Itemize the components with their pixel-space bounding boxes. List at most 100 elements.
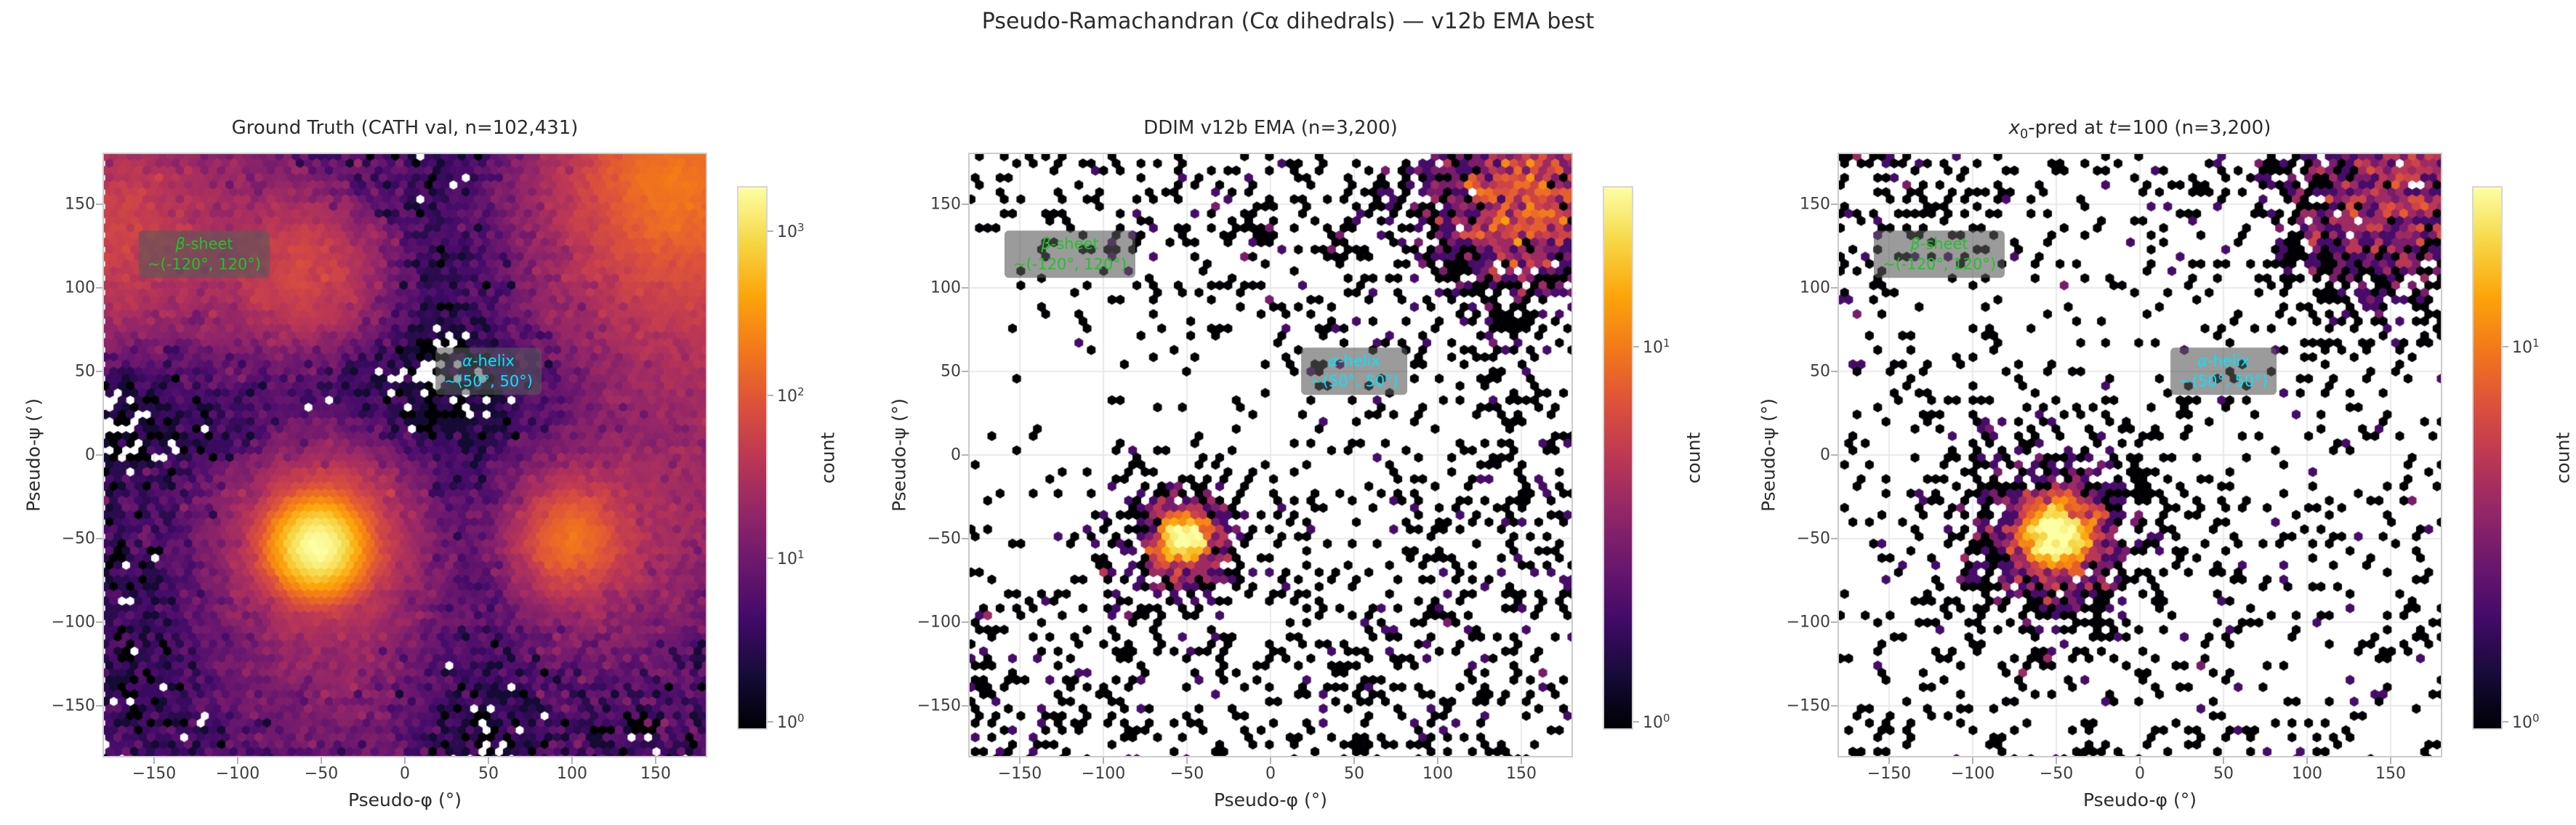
x-axis-label: Pseudo-φ (°)	[2083, 789, 2197, 810]
y-tick-mark	[962, 705, 968, 707]
figure-suptitle: Pseudo-Ramachandran (Cα dihedrals) — v12…	[981, 9, 1595, 34]
y-tick-label: −50	[1796, 529, 1830, 548]
colorbar-label: count	[2552, 432, 2574, 484]
x-tick-mark	[1019, 757, 1021, 764]
colorbar-tick-mark	[1633, 346, 1639, 348]
x-tick-label: −50	[2039, 765, 2074, 783]
x-tick-label: 100	[2292, 765, 2322, 783]
colorbar-tick-label: 100	[777, 711, 805, 733]
plot-title: x0-pred at t=100 (n=3,200)	[2008, 117, 2271, 142]
y-tick-label: 100	[1800, 278, 1830, 297]
colorbar-tick-label: 101	[1643, 337, 1670, 358]
x-tick-label: −100	[1950, 765, 1995, 783]
colorbar-tick-mark	[768, 721, 773, 723]
x-tick-label: −100	[215, 765, 260, 783]
y-tick-mark	[1831, 287, 1838, 289]
x-tick-label: −100	[1081, 765, 1126, 783]
x-tick-label: 0	[400, 765, 410, 783]
x-tick-mark	[1972, 757, 1973, 764]
y-tick-label: 0	[85, 446, 95, 464]
x-tick-mark	[1103, 757, 1104, 764]
y-tick-mark	[1831, 621, 1838, 623]
plot-title: Ground Truth (CATH val, n=102,431)	[231, 117, 579, 139]
x-tick-mark	[571, 757, 573, 764]
x-tick-mark	[1521, 757, 1522, 764]
y-tick-mark	[1831, 371, 1838, 372]
y-tick-label: 50	[75, 362, 95, 381]
y-tick-label: −100	[51, 613, 95, 632]
panel-x0-pred: x0-pred at t=100 (n=3,200) β-sheet ~(-120…	[1744, 0, 2576, 825]
colorbar-tick-label: 100	[2512, 711, 2540, 733]
y-tick-label: −100	[1786, 613, 1830, 632]
y-tick-label: 50	[941, 362, 961, 381]
x-tick-label: 50	[1344, 765, 1364, 783]
x-tick-mark	[1353, 757, 1355, 764]
y-tick-mark	[962, 454, 968, 456]
x-tick-mark	[1186, 757, 1188, 764]
x-tick-mark	[237, 757, 238, 764]
x-tick-mark	[2390, 757, 2391, 764]
y-tick-mark	[96, 454, 102, 456]
plot-axes: β-sheet ~(-120°, 120°) α-helix ~(50°, 50°)	[102, 153, 707, 757]
y-tick-mark	[96, 705, 102, 707]
colorbar-tick-mark	[2503, 721, 2508, 723]
x-tick-mark	[1888, 757, 1890, 764]
x-tick-mark	[1437, 757, 1438, 764]
x-tick-mark	[2139, 757, 2141, 764]
y-tick-label: −150	[51, 696, 95, 715]
colorbar	[737, 186, 768, 730]
colorbar-tick-label: 101	[2512, 337, 2540, 358]
y-tick-label: 0	[951, 446, 961, 464]
colorbar-tick-label: 101	[777, 548, 805, 569]
y-tick-mark	[96, 287, 102, 289]
colorbar-tick-mark	[768, 558, 773, 560]
y-tick-label: −150	[917, 696, 961, 715]
alpha-helix-annotation: α-helix ~(50°, 50°)	[1301, 347, 1407, 395]
y-tick-label: −100	[917, 613, 961, 632]
colorbar	[2472, 186, 2503, 730]
panel-ddim-samples: DDIM v12b EMA (n=3,200) β-sheet ~(-120°, …	[875, 0, 1744, 825]
y-tick-mark	[96, 538, 102, 539]
x-tick-label: 150	[640, 765, 671, 783]
y-tick-mark	[96, 204, 102, 205]
colorbar-label: count	[817, 432, 839, 484]
y-tick-mark	[962, 371, 968, 372]
x-axis-label: Pseudo-φ (°)	[1214, 789, 1327, 810]
y-tick-label: 50	[1810, 362, 1830, 381]
plot-axes: β-sheet ~(-120°, 120°) α-helix ~(50°, 50°)	[968, 153, 1573, 757]
y-tick-mark	[96, 371, 102, 372]
x-tick-mark	[2056, 757, 2057, 764]
x-tick-label: 100	[557, 765, 587, 783]
x-tick-mark	[153, 757, 155, 764]
x-axis-label: Pseudo-φ (°)	[348, 789, 462, 810]
y-tick-mark	[1831, 454, 1838, 456]
x-tick-label: 150	[1506, 765, 1537, 783]
x-tick-mark	[321, 757, 322, 764]
y-tick-label: 150	[1800, 195, 1830, 214]
beta-sheet-annotation: β-sheet ~(-120°, 120°)	[138, 230, 270, 278]
x-tick-mark	[2223, 757, 2224, 764]
alpha-helix-annotation: α-helix ~(50°, 50°)	[2170, 347, 2277, 395]
x-tick-mark	[404, 757, 406, 764]
x-tick-label: −50	[1170, 765, 1204, 783]
colorbar-tick-mark	[1633, 721, 1639, 723]
y-tick-label: −50	[61, 529, 95, 548]
y-tick-mark	[96, 621, 102, 623]
beta-sheet-annotation: β-sheet ~(-120°, 120°)	[1004, 230, 1136, 278]
y-tick-label: 150	[930, 195, 961, 214]
y-tick-label: −150	[1786, 696, 1830, 715]
plot-axes: β-sheet ~(-120°, 120°) α-helix ~(50°, 50°)	[1838, 153, 2442, 757]
y-tick-mark	[1831, 705, 1838, 707]
colorbar-tick-mark	[2503, 346, 2508, 348]
x-tick-label: 50	[2213, 765, 2234, 783]
y-tick-label: 100	[65, 278, 95, 297]
y-tick-mark	[1831, 204, 1838, 205]
x-tick-label: 0	[2135, 765, 2145, 783]
x-tick-label: 150	[2375, 765, 2406, 783]
colorbar-tick-label: 102	[777, 385, 805, 406]
colorbar-label: count	[1683, 432, 1704, 484]
x-tick-label: −50	[304, 765, 339, 783]
x-tick-label: −150	[1867, 765, 1912, 783]
y-tick-mark	[962, 204, 968, 205]
x-tick-label: 0	[1265, 765, 1276, 783]
